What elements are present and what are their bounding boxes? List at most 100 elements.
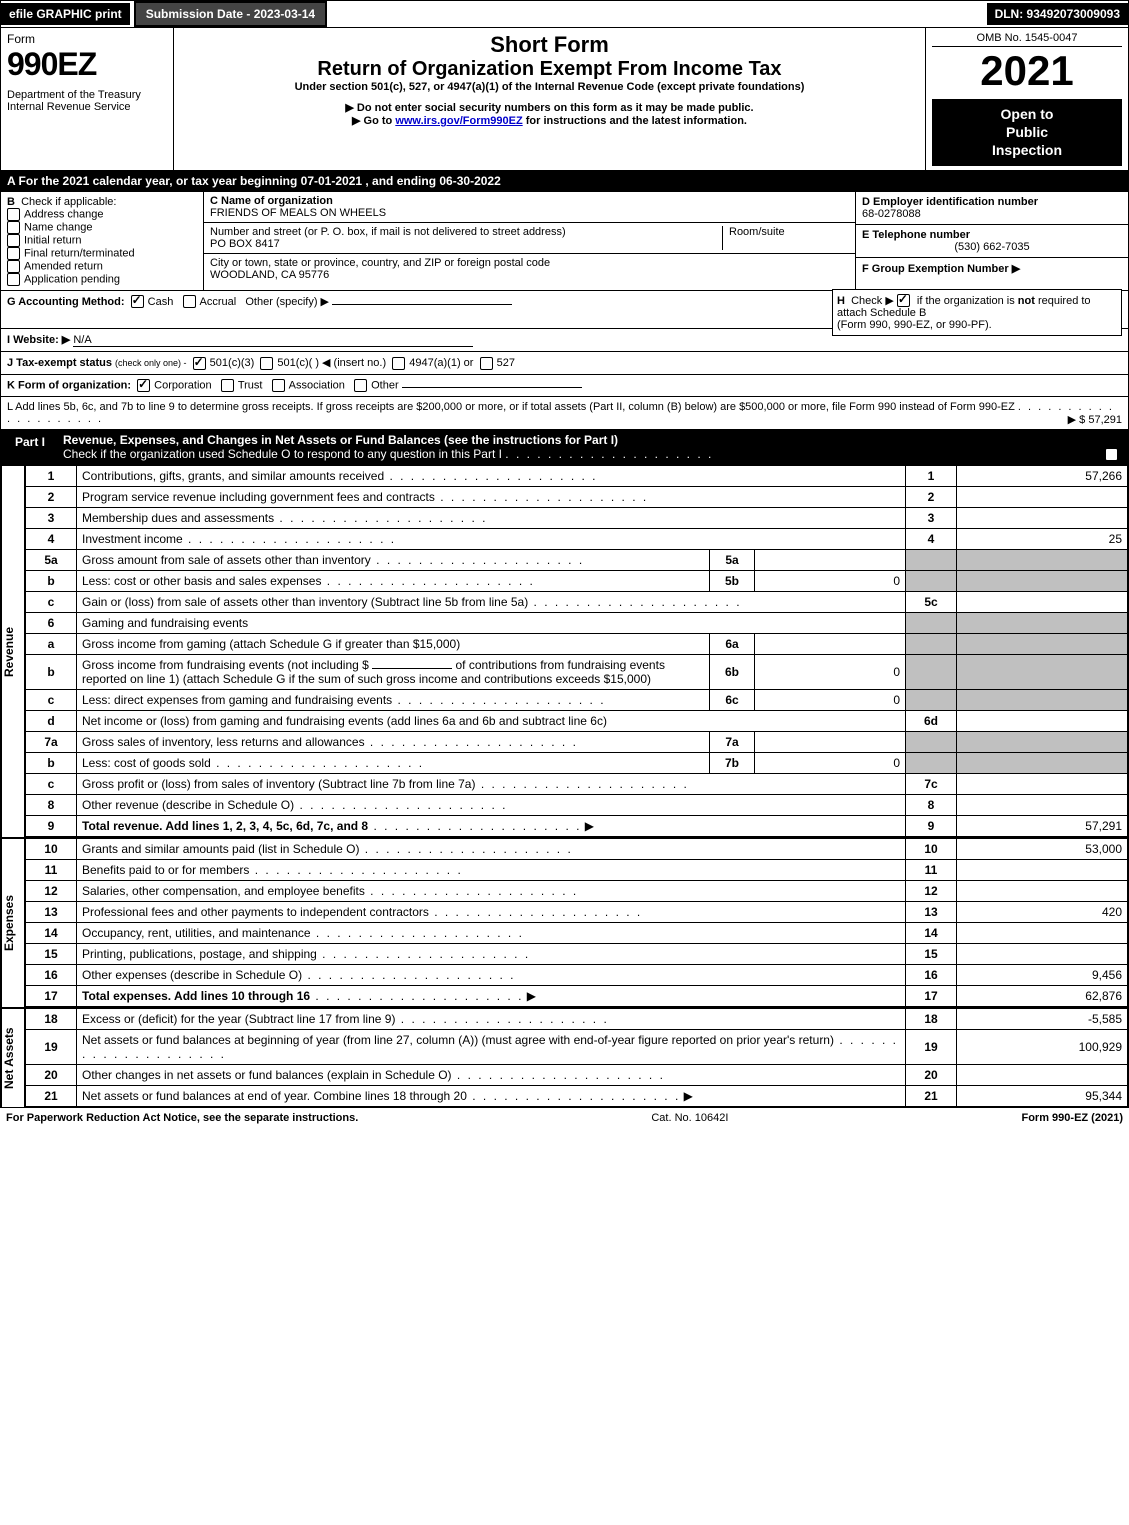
- line-14-rnum: 14: [906, 922, 957, 943]
- line-10-rnum: 10: [906, 838, 957, 859]
- cb-501c[interactable]: [260, 357, 273, 370]
- cb-cash[interactable]: [131, 295, 144, 308]
- line-4-desc: Investment income: [82, 532, 183, 546]
- opt-pending: Application pending: [24, 273, 120, 285]
- line-16-rnum: 16: [906, 964, 957, 985]
- expenses-table: 10Grants and similar amounts paid (list …: [25, 838, 1128, 1007]
- line-2-desc: Program service revenue including govern…: [82, 490, 435, 504]
- line-19: 19Net assets or fund balances at beginni…: [26, 1029, 1128, 1064]
- revenue-label: Revenue: [1, 465, 25, 837]
- cb-other[interactable]: [354, 379, 367, 392]
- opt-amended: Amended return: [24, 260, 103, 272]
- cb-accrual[interactable]: [183, 295, 196, 308]
- line-10-val: 53,000: [957, 838, 1128, 859]
- dots: [467, 1089, 680, 1103]
- org-name: FRIENDS OF MEALS ON WHEELS: [210, 207, 386, 219]
- cb-amended[interactable]: [7, 260, 20, 273]
- line-12-num: 12: [26, 880, 77, 901]
- cb-pending[interactable]: [7, 273, 20, 286]
- line-18-val: -5,585: [957, 1008, 1128, 1029]
- line-8-desc: Other revenue (describe in Schedule O): [82, 798, 294, 812]
- j-o2: 501(c)( ) ◀ (insert no.): [277, 357, 386, 369]
- efile-print-button[interactable]: efile GRAPHIC print: [1, 3, 130, 25]
- line-7b-desc: Less: cost of goods sold: [82, 756, 211, 770]
- line-6a-num: a: [26, 633, 77, 654]
- cb-h[interactable]: [897, 294, 910, 307]
- cb-corp[interactable]: [137, 379, 150, 392]
- shade: [957, 689, 1128, 710]
- dots: [395, 1012, 608, 1026]
- cb-501c3[interactable]: [193, 357, 206, 370]
- dots: [317, 947, 530, 961]
- line-6c-sn: 6c: [710, 689, 755, 710]
- line-10: 10Grants and similar amounts paid (list …: [26, 838, 1128, 859]
- cb-4947[interactable]: [392, 357, 405, 370]
- line-4: 4Investment income425: [26, 528, 1128, 549]
- omb-number: OMB No. 1545-0047: [932, 32, 1122, 47]
- title-return: Return of Organization Exempt From Incom…: [180, 58, 919, 81]
- open-public-badge: Open to Public Inspection: [932, 99, 1122, 166]
- line-14: 14Occupancy, rent, utilities, and mainte…: [26, 922, 1128, 943]
- netassets-section: Net Assets 18Excess or (deficit) for the…: [0, 1008, 1129, 1108]
- line-6b-sn: 6b: [710, 654, 755, 689]
- line-6b-num: b: [26, 654, 77, 689]
- dots: [211, 756, 424, 770]
- irs-link[interactable]: www.irs.gov/Form990EZ: [395, 115, 522, 127]
- l-amount: ▶ $ 57,291: [1068, 413, 1122, 426]
- shade: [906, 633, 957, 654]
- line-3-val: [957, 507, 1128, 528]
- line-7b-num: b: [26, 752, 77, 773]
- cb-trust[interactable]: [221, 379, 234, 392]
- k-o4: Other: [371, 379, 399, 391]
- line-7b: bLess: cost of goods sold7b0: [26, 752, 1128, 773]
- k-o2: Trust: [238, 379, 263, 391]
- g-other-line: [332, 304, 512, 305]
- form-header: Form 990EZ Department of the Treasury In…: [0, 28, 1129, 171]
- header-left: Form 990EZ Department of the Treasury In…: [1, 28, 174, 170]
- netassets-table: 18 Excess or (deficit) for the year (Subt…: [25, 1008, 1128, 1107]
- h-text1: Check ▶: [851, 295, 894, 307]
- cb-part1-schedo[interactable]: [1105, 448, 1118, 461]
- line-6: 6Gaming and fundraising events: [26, 612, 1128, 633]
- dots: [452, 1068, 665, 1082]
- line-21-num: 21: [26, 1085, 77, 1106]
- line-3-desc: Membership dues and assessments: [82, 511, 274, 525]
- opt-name: Name change: [24, 221, 93, 233]
- cb-name-change[interactable]: [7, 221, 20, 234]
- dots: [249, 863, 462, 877]
- part-1-dots: [505, 447, 713, 461]
- line-1-desc: Contributions, gifts, grants, and simila…: [82, 469, 384, 483]
- tax-year: 2021: [932, 47, 1122, 95]
- cb-final[interactable]: [7, 247, 20, 260]
- line-12: 12 Salaries, other compensation, and empl…: [26, 880, 1128, 901]
- line-18-num: 18: [26, 1008, 77, 1029]
- line-11-rnum: 11: [906, 859, 957, 880]
- section-b-left: B Check if applicable: Address change Na…: [1, 192, 204, 290]
- line-3: 3Membership dues and assessments3: [26, 507, 1128, 528]
- cb-527[interactable]: [480, 357, 493, 370]
- line-13: 13Professional fees and other payments t…: [26, 901, 1128, 922]
- line-7a-sn: 7a: [710, 731, 755, 752]
- shade: [957, 570, 1128, 591]
- line-13-num: 13: [26, 901, 77, 922]
- revenue-table: 1Contributions, gifts, grants, and simil…: [25, 465, 1128, 837]
- line-5a-sn: 5a: [710, 549, 755, 570]
- line-7a: 7aGross sales of inventory, less returns…: [26, 731, 1128, 752]
- line-7c-rnum: 7c: [906, 773, 957, 794]
- k-o1: Corporation: [154, 379, 211, 391]
- line-12-desc: Salaries, other compensation, and employ…: [82, 884, 365, 898]
- cb-assoc[interactable]: [272, 379, 285, 392]
- line-13-rnum: 13: [906, 901, 957, 922]
- line-7b-sv: 0: [755, 752, 906, 773]
- line-6-num: 6: [26, 612, 77, 633]
- e-label: E Telephone number: [862, 229, 970, 241]
- dots: [274, 511, 487, 525]
- dots: [365, 735, 578, 749]
- cb-address-change[interactable]: [7, 208, 20, 221]
- shade: [906, 570, 957, 591]
- line-18-desc: Excess or (deficit) for the year (Subtra…: [82, 1012, 395, 1026]
- line-6d-rnum: 6d: [906, 710, 957, 731]
- submission-date: Submission Date - 2023-03-14: [134, 1, 327, 27]
- line-2-val: [957, 486, 1128, 507]
- cb-initial[interactable]: [7, 234, 20, 247]
